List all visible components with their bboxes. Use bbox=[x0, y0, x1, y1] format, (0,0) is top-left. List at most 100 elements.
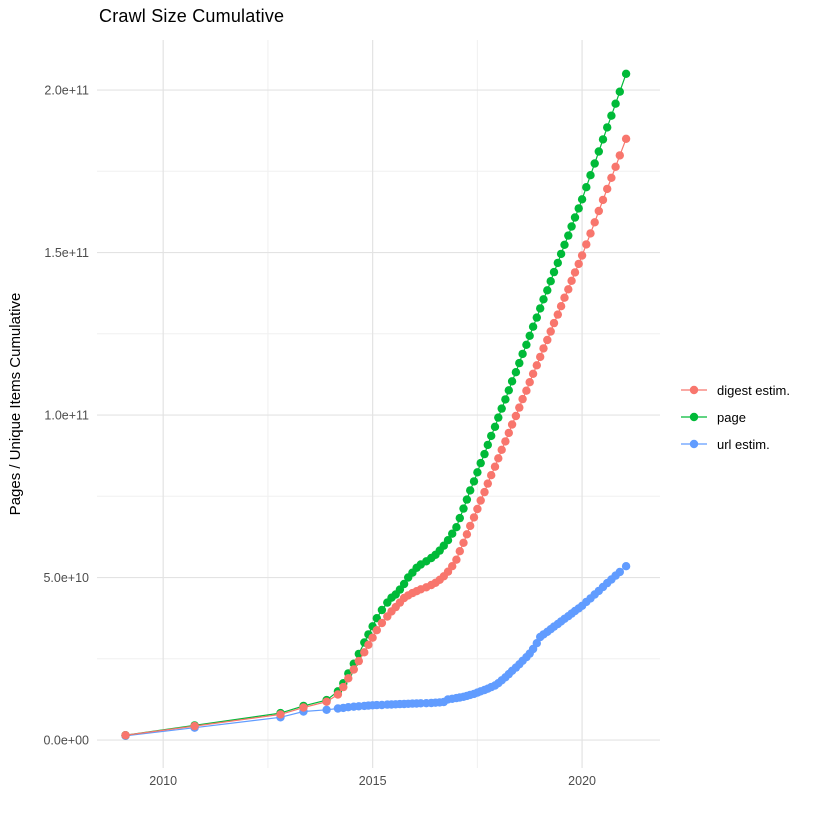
data-point bbox=[582, 240, 591, 249]
data-point bbox=[536, 352, 545, 362]
legend-key-digest-icon bbox=[681, 385, 707, 395]
data-point bbox=[553, 258, 562, 268]
data-point bbox=[276, 710, 285, 719]
data-point bbox=[466, 521, 475, 531]
data-point bbox=[469, 477, 479, 486]
data-point bbox=[615, 567, 624, 577]
y-tick-label: 1.5e+11 bbox=[44, 246, 89, 260]
data-point bbox=[532, 639, 541, 648]
x-tick-label: 2010 bbox=[149, 774, 177, 788]
data-point bbox=[621, 69, 631, 79]
data-point bbox=[528, 322, 538, 331]
data-point bbox=[570, 213, 580, 222]
data-point bbox=[594, 147, 603, 156]
data-point bbox=[567, 276, 576, 285]
data-point bbox=[480, 487, 489, 497]
data-point bbox=[543, 335, 552, 345]
data-point bbox=[443, 536, 453, 545]
data-point bbox=[339, 682, 348, 692]
data-point bbox=[546, 277, 555, 286]
data-point bbox=[543, 286, 552, 295]
data-point bbox=[344, 674, 353, 683]
data-point bbox=[577, 195, 587, 204]
data-point bbox=[611, 162, 620, 171]
y-tick-label: 1.0e+11 bbox=[44, 409, 89, 423]
data-point bbox=[507, 377, 517, 386]
data-point bbox=[501, 395, 510, 404]
y-axis-title: Pages / Unique Items Cumulative bbox=[7, 292, 24, 516]
data-point bbox=[368, 633, 377, 642]
data-point bbox=[522, 340, 531, 349]
data-point bbox=[525, 331, 534, 340]
data-point bbox=[501, 437, 510, 446]
data-point bbox=[466, 486, 475, 495]
y-tick-label: 2.0e+11 bbox=[44, 84, 89, 98]
data-point bbox=[546, 327, 555, 336]
data-point bbox=[462, 495, 472, 504]
data-point bbox=[615, 151, 624, 160]
data-point bbox=[570, 268, 580, 277]
x-tick-label: 2015 bbox=[359, 774, 387, 788]
data-point bbox=[360, 648, 369, 657]
data-point bbox=[476, 458, 485, 468]
data-point bbox=[504, 386, 513, 395]
data-point bbox=[480, 449, 489, 459]
data-point bbox=[455, 547, 464, 556]
data-point bbox=[490, 422, 500, 431]
data-point bbox=[532, 361, 541, 370]
data-point bbox=[518, 394, 527, 404]
data-point bbox=[452, 555, 461, 564]
legend-key-page-icon bbox=[681, 412, 707, 422]
data-point bbox=[590, 218, 599, 227]
data-point bbox=[515, 358, 524, 368]
legend-label-url: url estim. bbox=[717, 436, 770, 452]
data-point bbox=[582, 183, 591, 192]
data-point bbox=[511, 411, 521, 421]
data-point bbox=[536, 304, 545, 313]
data-point bbox=[322, 697, 331, 706]
data-point bbox=[577, 251, 587, 260]
data-point bbox=[586, 229, 595, 238]
legend-item-page: page bbox=[679, 408, 790, 426]
data-point bbox=[511, 368, 521, 377]
x-tick-label: 2020 bbox=[568, 774, 596, 788]
y-tick-label: 5.0e+10 bbox=[43, 571, 89, 585]
data-point bbox=[473, 468, 482, 477]
y-tick-label: 0.0e+00 bbox=[43, 734, 89, 748]
legend-key-url-icon bbox=[681, 439, 707, 449]
data-point bbox=[574, 259, 583, 269]
data-point bbox=[455, 513, 464, 523]
data-point bbox=[560, 293, 569, 302]
data-point bbox=[539, 295, 548, 304]
data-point bbox=[399, 579, 409, 589]
data-point bbox=[598, 135, 608, 144]
legend-item-digest: digest estim. bbox=[679, 381, 790, 399]
data-point bbox=[518, 349, 527, 359]
data-point bbox=[487, 471, 496, 480]
data-point bbox=[556, 249, 566, 259]
data-point bbox=[607, 111, 616, 120]
data-point bbox=[539, 344, 548, 353]
data-point bbox=[452, 523, 461, 532]
data-point bbox=[556, 302, 566, 311]
data-point bbox=[507, 420, 517, 429]
data-point bbox=[354, 656, 363, 666]
data-point bbox=[497, 404, 506, 413]
data-point bbox=[448, 562, 457, 571]
data-point bbox=[469, 513, 479, 522]
data-point bbox=[574, 204, 583, 213]
data-point bbox=[607, 173, 616, 182]
data-point bbox=[615, 87, 624, 96]
data-point bbox=[586, 171, 595, 180]
data-point bbox=[476, 496, 485, 505]
data-point bbox=[528, 369, 538, 378]
data-point bbox=[322, 705, 331, 714]
data-point bbox=[564, 285, 573, 294]
data-point bbox=[459, 504, 468, 513]
data-point bbox=[459, 538, 468, 547]
data-point bbox=[611, 99, 620, 108]
data-point bbox=[504, 428, 513, 438]
data-point bbox=[532, 313, 541, 322]
